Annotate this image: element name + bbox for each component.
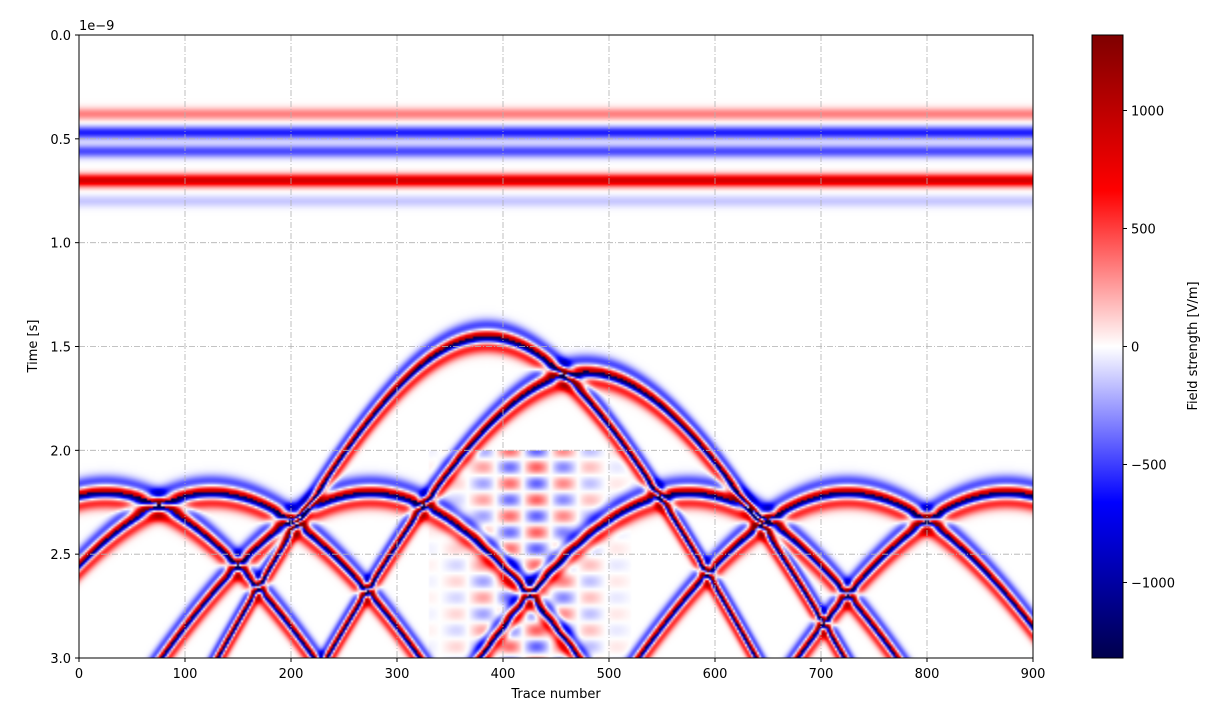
y-tick-label: 0.5 bbox=[50, 133, 71, 148]
y-tick-label: 0.0 bbox=[50, 29, 71, 44]
x-tick-label: 100 bbox=[173, 667, 198, 682]
y-tick-label: 2.5 bbox=[50, 548, 71, 563]
x-tick-label: 200 bbox=[279, 667, 304, 682]
colorbar: −1000 −500 0 500 1000 Field strength [V/m] bbox=[1091, 34, 1201, 659]
x-axis-label: Trace number bbox=[510, 687, 601, 702]
y-tick-label: 3.0 bbox=[50, 652, 71, 667]
x-tick-label: 900 bbox=[1021, 667, 1046, 682]
y-axis-label: Time [s] bbox=[26, 320, 41, 374]
x-tick-label: 600 bbox=[703, 667, 728, 682]
x-tick-label: 800 bbox=[915, 667, 940, 682]
y-tick-label: 2.0 bbox=[50, 444, 71, 459]
colorbar-gradient bbox=[1092, 35, 1123, 658]
x-tick-label: 700 bbox=[809, 667, 834, 682]
x-tick-label: 300 bbox=[385, 667, 410, 682]
colorbar-label: Field strength [V/m] bbox=[1186, 281, 1201, 410]
y-tick-label: 1.0 bbox=[50, 237, 71, 252]
y-tick-label: 1.5 bbox=[50, 341, 71, 356]
y-axis: 0.0 0.5 1.0 1.5 2.0 2.5 3.0 bbox=[50, 29, 79, 667]
x-tick-label: 400 bbox=[491, 667, 516, 682]
x-tick-label: 0 bbox=[75, 667, 83, 682]
colorbar-tick-label: 1000 bbox=[1131, 105, 1164, 120]
plot-area bbox=[78, 34, 1034, 659]
x-tick-label: 500 bbox=[597, 667, 622, 682]
colorbar-tick-label: −500 bbox=[1131, 458, 1167, 473]
colorbar-tick-label: 500 bbox=[1131, 223, 1156, 238]
y-offset-label: 1e−9 bbox=[79, 19, 114, 34]
colorbar-ticks: −1000 −500 0 500 1000 bbox=[1123, 105, 1175, 591]
x-axis: 0 100 200 300 400 500 600 700 800 900 bbox=[75, 658, 1046, 682]
colorbar-tick-label: 0 bbox=[1131, 341, 1139, 356]
colorbar-tick-label: −1000 bbox=[1131, 576, 1175, 591]
grid-lines bbox=[79, 35, 1033, 658]
